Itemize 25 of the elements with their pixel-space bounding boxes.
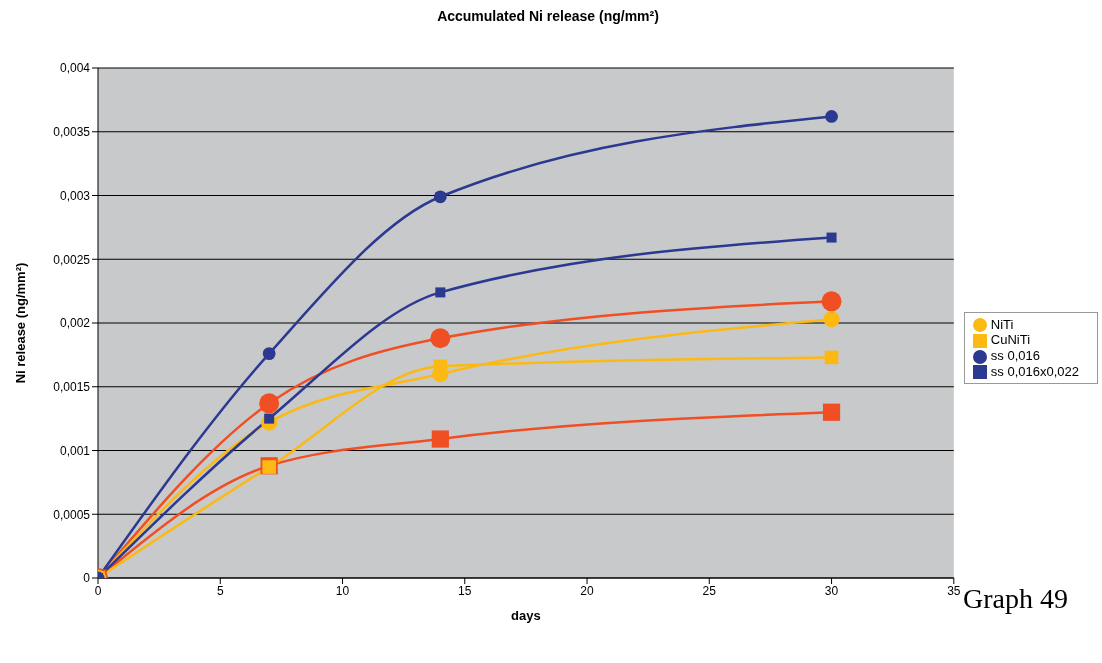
y-tick-label: 0,001: [59, 443, 91, 458]
x-axis-title: days: [511, 608, 541, 623]
legend-label: CuNiTi: [990, 332, 1031, 348]
legend-label: ss 0,016: [990, 348, 1040, 363]
x-tick-label: 25: [702, 583, 717, 598]
x-tick-label: 5: [216, 583, 224, 598]
y-tick-label: 0,003: [59, 188, 91, 203]
x-tick-label: 35: [947, 583, 961, 598]
legend-label: NiTi: [990, 316, 1014, 332]
y-tick-label: 0,0035: [53, 125, 91, 140]
y-tick-label: 0,0015: [53, 380, 91, 395]
x-tick-label: 20: [580, 583, 595, 598]
x-tick-label: 0: [94, 583, 102, 598]
y-tick-label: 0,0005: [53, 507, 91, 522]
chart-title: Accumulated Ni release (ng/mm²): [436, 8, 660, 26]
y-axis-title: Ni release (ng/mm²): [12, 262, 28, 384]
y-tick-label: 0,0025: [53, 252, 91, 267]
x-tick-label: 10: [335, 583, 350, 598]
legend-label: ss 0,016x0,022: [990, 363, 1079, 379]
y-tick-label: 0,004: [59, 61, 91, 76]
y-tick-label: 0: [83, 571, 91, 586]
y-tick-label: 0,002: [59, 316, 91, 331]
caption: Graph 49: [963, 583, 1068, 615]
x-tick-label: 30: [824, 583, 839, 598]
x-tick-label: 15: [458, 583, 472, 598]
